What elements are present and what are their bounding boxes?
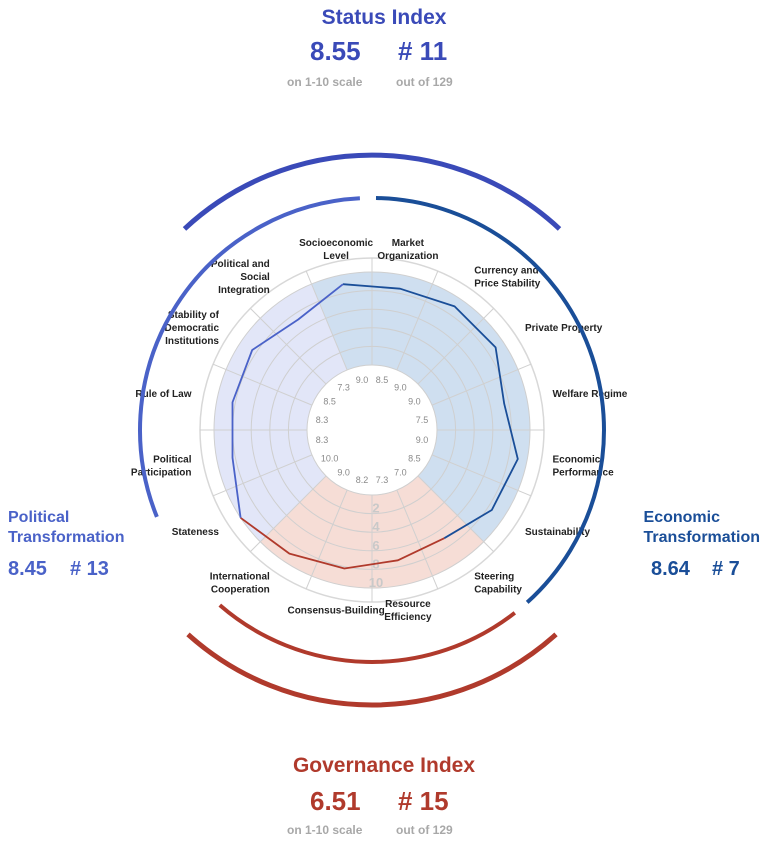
grid-spoke: [305, 270, 348, 371]
grid-spoke: [396, 489, 439, 590]
category-label: Steering Capability: [474, 572, 522, 596]
sector-political: [213, 284, 348, 542]
grid-spoke: [431, 454, 532, 497]
ring-label: 2: [372, 501, 379, 516]
governance-inner-arc: [218, 603, 517, 664]
value-label: 8.5: [376, 375, 389, 385]
governance-index-rank: # 15: [398, 786, 449, 816]
political-transformation-title: Political Transformation: [8, 508, 124, 548]
grid-spoke: [396, 270, 439, 371]
category-label: Consensus-Building: [287, 606, 384, 617]
political-title-line1: Political: [8, 509, 70, 526]
grid-spoke: [305, 489, 348, 590]
grid-spoke: [250, 475, 327, 552]
status-score-caption: on 1-10 scale: [287, 75, 363, 89]
value-label: 7.5: [416, 415, 429, 425]
value-label: 9.0: [356, 375, 369, 385]
governance-index-title: Governance Index: [292, 754, 476, 777]
governance-rank-caption: out of 129: [396, 823, 453, 837]
grid-spoke: [431, 363, 532, 406]
category-label: Political and Social Integration: [211, 259, 270, 296]
sector-economic: [311, 271, 531, 542]
category-label: Currency and Price Stability: [474, 266, 541, 290]
status-index-score: 8.55: [310, 36, 361, 66]
value-label: 7.3: [337, 383, 350, 393]
grid-spoke: [212, 454, 313, 497]
ring-label: 6: [372, 538, 379, 553]
category-label: Rule of Law: [135, 389, 191, 400]
grid-spoke: [417, 308, 494, 385]
data-line-governance: [240, 517, 445, 570]
grid-spoke: [250, 308, 327, 385]
governance-score-caption: on 1-10 scale: [287, 823, 363, 837]
value-label: 8.3: [316, 415, 329, 425]
category-label: Stateness: [172, 527, 220, 538]
grid-spoke: [417, 475, 494, 552]
ring-label: 4: [372, 519, 380, 534]
value-label: 8.2: [356, 475, 369, 485]
economic-title-line2: Transformation: [643, 529, 760, 546]
category-label: Sustainability: [525, 527, 590, 538]
category-label: Economic Performance: [553, 454, 615, 478]
value-label: 9.0: [337, 467, 350, 477]
economic-transformation-rank: # 7: [712, 558, 740, 580]
value-label: 7.0: [394, 467, 407, 477]
governance-index-score: 6.51: [310, 786, 361, 816]
value-label: 10.0: [321, 453, 339, 463]
category-label: Market Organization: [377, 238, 438, 262]
category-label: Welfare Regime: [553, 389, 628, 400]
category-label: International Cooperation: [210, 572, 270, 596]
economic-transformation-title: Economic Transformation: [644, 508, 760, 548]
value-label: 8.5: [323, 397, 336, 407]
status-index-arc: [182, 152, 562, 231]
status-index-title: Status Index: [321, 6, 447, 29]
status-index-rank: # 11: [398, 36, 448, 66]
economic-transformation-score: 8.64: [651, 558, 690, 580]
political-transformation-rank: # 13: [70, 558, 109, 580]
grid-inner-circle: [306, 364, 438, 496]
status-rank-caption: out of 129: [396, 75, 453, 89]
value-label: 9.0: [408, 397, 421, 407]
economic-transformation-arc: [375, 196, 606, 604]
political-transformation-score: 8.45: [8, 558, 47, 580]
value-label: 8.3: [316, 435, 329, 445]
value-label: 9.0: [416, 435, 429, 445]
economic-title-line1: Economic: [643, 509, 720, 526]
political-title-line2: Transformation: [8, 529, 125, 546]
category-label: Stability of Democratic Institutions: [165, 310, 220, 347]
category-label: Private Property: [525, 323, 603, 334]
value-label: 7.3: [376, 475, 389, 485]
value-label: 9.0: [394, 383, 407, 393]
category-label: Socioeconomic Level: [299, 238, 373, 262]
grid-spoke: [212, 363, 313, 406]
category-label: Political Participation: [131, 454, 192, 478]
governance-index-arc: [186, 632, 558, 708]
data-line-political: [231, 283, 344, 518]
political-transformation-arc: [138, 196, 361, 518]
ring-label: 10: [369, 575, 383, 590]
category-label: Resource Efficiency: [384, 599, 432, 623]
value-label: 8.5: [408, 453, 421, 463]
data-line-economic: [342, 283, 519, 539]
